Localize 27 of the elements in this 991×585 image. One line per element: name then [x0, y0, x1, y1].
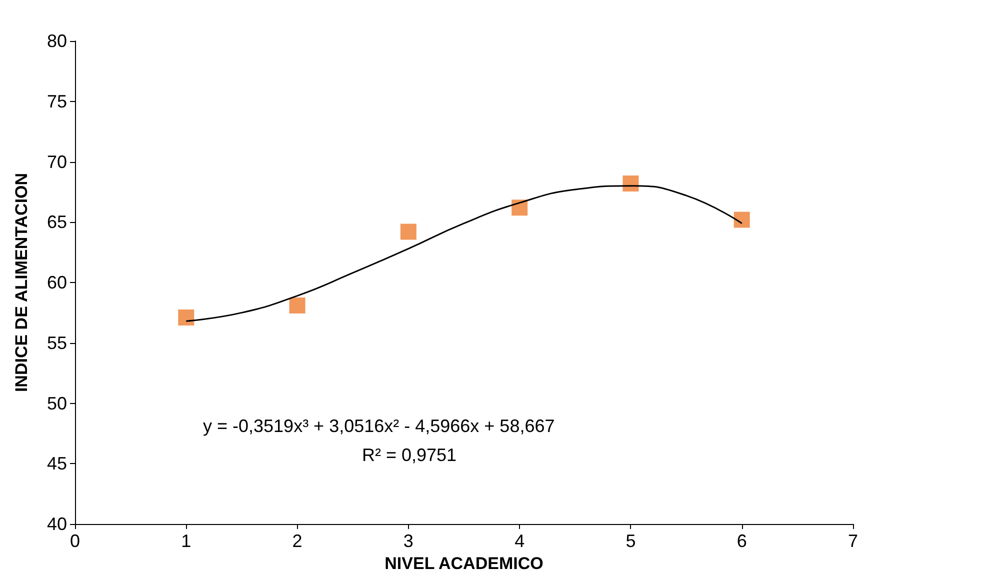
x-axis-title: NIVEL ACADEMICO: [384, 554, 544, 573]
y-tick-label: 65: [46, 212, 67, 232]
x-tick-label: 0: [70, 531, 80, 551]
y-tick-label: 40: [46, 514, 67, 534]
point: [622, 175, 639, 192]
x-tick-label: 3: [403, 531, 414, 551]
y-tick-label: 55: [46, 332, 67, 353]
point: [734, 212, 750, 228]
annotation: R² = 0,9751: [362, 445, 457, 465]
y-tick-label: 60: [46, 272, 67, 292]
y-tick-label: 75: [46, 91, 67, 112]
annotation: y = -0,3519x³ + 3,0516x² - 4,5966x + 58,667: [203, 416, 555, 436]
point: [289, 297, 306, 314]
x-tick-label: 7: [848, 531, 858, 551]
y-axis-title: INDICE DE ALIMENTACION: [12, 172, 31, 392]
x-tick-label: 5: [626, 531, 636, 551]
y-tick-label: 70: [46, 152, 67, 172]
x-tick-label: 6: [736, 531, 747, 551]
x-tick-label: 4: [514, 531, 525, 551]
y-tick-label: 80: [46, 31, 67, 51]
point: [512, 200, 528, 216]
x-tick-label: 2: [292, 531, 302, 551]
point: [400, 224, 416, 240]
x-tick-label: 1: [181, 531, 192, 551]
point: [178, 310, 194, 326]
y-tick-label: 50: [46, 393, 67, 414]
y-tick-label: 45: [46, 454, 67, 474]
